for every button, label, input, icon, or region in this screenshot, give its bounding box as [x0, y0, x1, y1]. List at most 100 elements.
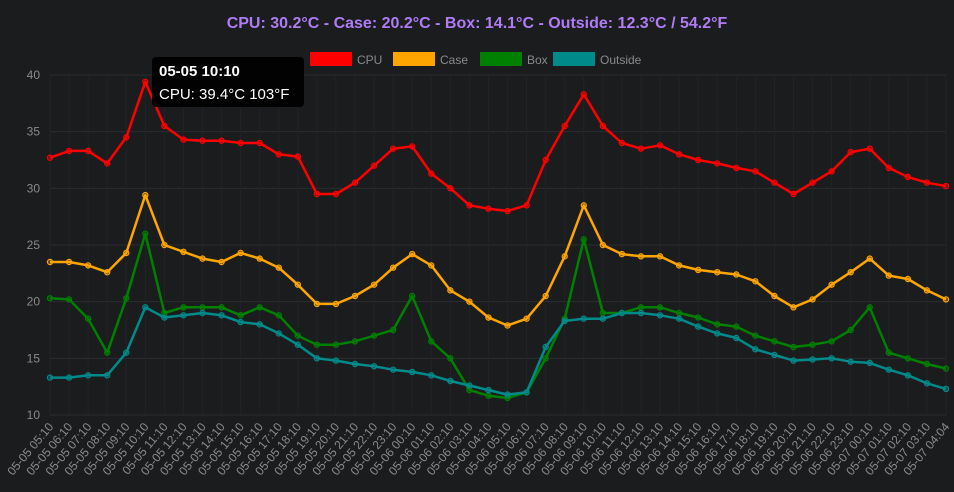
data-point[interactable]: [561, 253, 568, 260]
data-point[interactable]: [123, 249, 130, 257]
data-point[interactable]: [466, 386, 473, 394]
data-point[interactable]: [809, 179, 816, 186]
data-point[interactable]: [752, 278, 759, 285]
data-point[interactable]: [771, 179, 778, 186]
data-point[interactable]: [142, 230, 149, 237]
data-point[interactable]: [370, 281, 378, 288]
data-point[interactable]: [46, 295, 54, 302]
data-point[interactable]: [656, 312, 664, 319]
data-point[interactable]: [199, 304, 206, 311]
data-point[interactable]: [332, 300, 340, 308]
data-point[interactable]: [466, 202, 473, 209]
data-point[interactable]: [313, 341, 321, 348]
data-point[interactable]: [409, 368, 416, 376]
data-point[interactable]: [733, 334, 740, 342]
data-point[interactable]: [733, 164, 740, 172]
data-point[interactable]: [694, 314, 702, 321]
data-point[interactable]: [218, 137, 225, 144]
data-point[interactable]: [351, 179, 359, 186]
data-point[interactable]: [714, 160, 721, 167]
data-point[interactable]: [294, 332, 302, 339]
data-point[interactable]: [504, 207, 511, 215]
data-point[interactable]: [847, 326, 854, 334]
data-point[interactable]: [790, 343, 797, 351]
data-point[interactable]: [180, 136, 187, 143]
data-point[interactable]: [180, 304, 187, 311]
data-point[interactable]: [942, 182, 950, 190]
data-point[interactable]: [942, 365, 950, 372]
data-point[interactable]: [809, 341, 816, 348]
data-point[interactable]: [447, 287, 454, 294]
data-point[interactable]: [84, 315, 92, 322]
data-point[interactable]: [714, 321, 721, 328]
data-point[interactable]: [485, 386, 492, 394]
data-point[interactable]: [351, 360, 359, 368]
data-point[interactable]: [752, 168, 759, 175]
data-point[interactable]: [942, 296, 950, 303]
data-point[interactable]: [885, 164, 893, 172]
data-point[interactable]: [237, 139, 244, 147]
data-point[interactable]: [675, 262, 683, 269]
data-point[interactable]: [561, 122, 568, 130]
data-point[interactable]: [771, 338, 778, 345]
data-point[interactable]: [904, 275, 912, 283]
data-point[interactable]: [237, 249, 244, 257]
data-point[interactable]: [218, 312, 225, 319]
data-point[interactable]: [752, 332, 759, 339]
data-point[interactable]: [447, 185, 454, 192]
data-point[interactable]: [199, 309, 206, 317]
data-point[interactable]: [142, 304, 149, 311]
data-point[interactable]: [809, 296, 816, 303]
data-point[interactable]: [46, 374, 54, 381]
data-point[interactable]: [866, 145, 873, 152]
data-point[interactable]: [866, 359, 873, 367]
data-point[interactable]: [885, 272, 893, 279]
data-point[interactable]: [428, 262, 435, 269]
data-point[interactable]: [161, 241, 168, 249]
data-point[interactable]: [123, 134, 130, 141]
data-point[interactable]: [161, 314, 168, 321]
data-point[interactable]: [237, 318, 244, 326]
data-point[interactable]: [580, 202, 587, 209]
data-point[interactable]: [237, 312, 244, 319]
data-point[interactable]: [84, 372, 92, 379]
data-point[interactable]: [256, 255, 263, 262]
data-point[interactable]: [542, 355, 549, 362]
data-point[interactable]: [409, 250, 416, 258]
data-point[interactable]: [218, 258, 225, 266]
data-point[interactable]: [904, 372, 912, 379]
data-point[interactable]: [332, 357, 340, 364]
data-point[interactable]: [370, 363, 378, 370]
data-point[interactable]: [65, 374, 73, 381]
data-point[interactable]: [675, 309, 683, 317]
data-point[interactable]: [275, 312, 282, 319]
data-point[interactable]: [370, 332, 378, 339]
data-point[interactable]: [332, 190, 340, 198]
data-point[interactable]: [656, 304, 664, 311]
data-point[interactable]: [504, 322, 511, 329]
data-point[interactable]: [771, 351, 778, 359]
data-point[interactable]: [447, 355, 454, 362]
data-point[interactable]: [447, 377, 454, 385]
data-point[interactable]: [733, 271, 740, 278]
data-point[interactable]: [142, 78, 149, 86]
legend-item-box[interactable]: Box: [480, 52, 548, 67]
data-point[interactable]: [714, 330, 721, 337]
data-point[interactable]: [542, 156, 549, 164]
data-point[interactable]: [580, 315, 587, 322]
data-point[interactable]: [161, 122, 168, 130]
data-point[interactable]: [599, 122, 607, 130]
data-point[interactable]: [904, 355, 912, 362]
data-point[interactable]: [65, 258, 73, 266]
data-point[interactable]: [675, 151, 683, 158]
data-point[interactable]: [694, 323, 702, 330]
data-point[interactable]: [428, 372, 435, 379]
data-point[interactable]: [828, 281, 835, 288]
data-point[interactable]: [771, 292, 778, 300]
data-point[interactable]: [885, 349, 893, 356]
data-point[interactable]: [618, 139, 626, 147]
data-point[interactable]: [485, 205, 492, 212]
data-point[interactable]: [123, 349, 130, 356]
data-point[interactable]: [599, 315, 607, 322]
data-point[interactable]: [828, 168, 835, 175]
